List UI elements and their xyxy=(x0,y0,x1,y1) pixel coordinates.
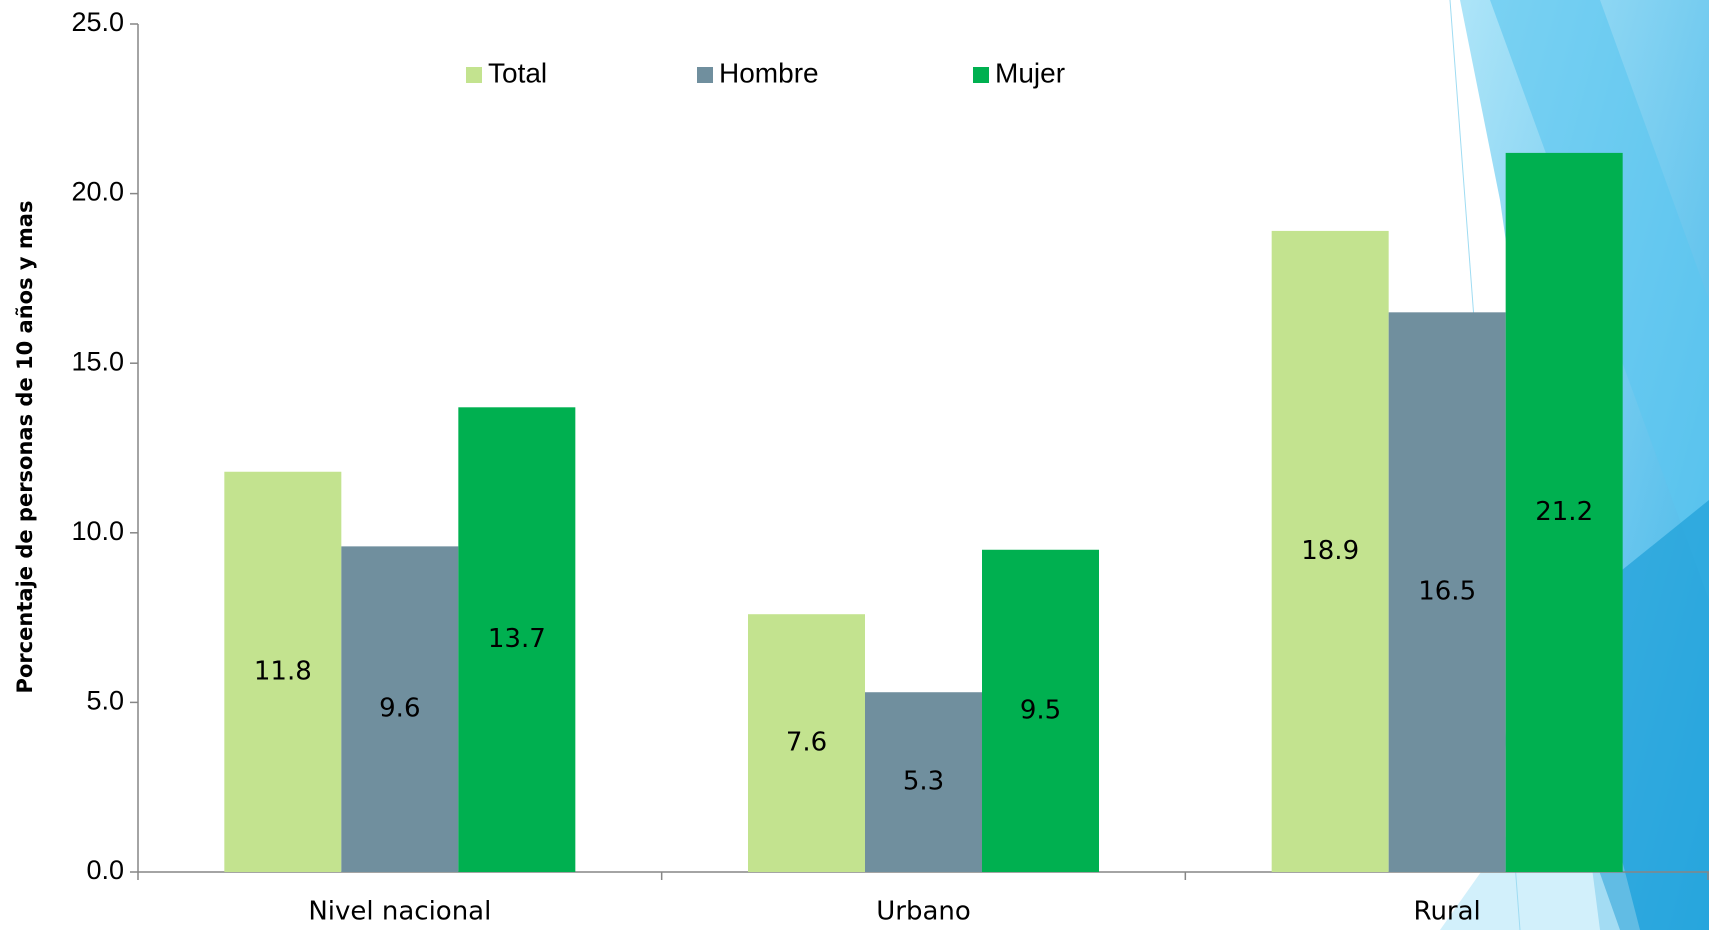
data-label: 21.2 xyxy=(1535,497,1593,527)
legend-label: Hombre xyxy=(719,57,819,88)
bar xyxy=(748,614,865,872)
bar xyxy=(341,546,459,872)
bar xyxy=(458,407,576,872)
data-label: 11.8 xyxy=(254,656,312,686)
x-tick-label: Urbano xyxy=(876,897,971,927)
x-tick-label: Rural xyxy=(1414,897,1481,927)
x-tick-label: Nivel nacional xyxy=(308,897,491,927)
data-label: 18.9 xyxy=(1301,536,1359,566)
y-tick-label: 5.0 xyxy=(86,686,124,716)
data-label: 7.6 xyxy=(786,728,827,758)
data-label: 9.5 xyxy=(1020,695,1061,725)
y-tick-label: 0.0 xyxy=(86,855,124,885)
y-tick-label: 20.0 xyxy=(71,177,124,207)
legend-swatch xyxy=(973,67,989,83)
data-label: 13.7 xyxy=(488,624,546,654)
bar xyxy=(865,692,982,872)
data-label: 5.3 xyxy=(903,767,944,797)
bar xyxy=(224,471,342,872)
data-label: 16.5 xyxy=(1418,577,1476,607)
legend-label: Mujer xyxy=(995,57,1065,88)
bar xyxy=(1505,152,1623,872)
y-axis-title: Porcentaje de personas de 10 años y mas xyxy=(13,201,37,694)
bar xyxy=(1271,230,1389,873)
y-tick-label: 15.0 xyxy=(71,346,124,376)
legend-swatch xyxy=(697,67,713,83)
bar xyxy=(982,549,1099,872)
bar xyxy=(1388,312,1506,872)
y-tick-label: 25.0 xyxy=(71,7,124,37)
legend-label: Total xyxy=(488,57,547,88)
y-tick-label: 10.0 xyxy=(71,516,124,546)
legend-swatch xyxy=(466,67,482,83)
data-label: 9.6 xyxy=(379,694,420,724)
